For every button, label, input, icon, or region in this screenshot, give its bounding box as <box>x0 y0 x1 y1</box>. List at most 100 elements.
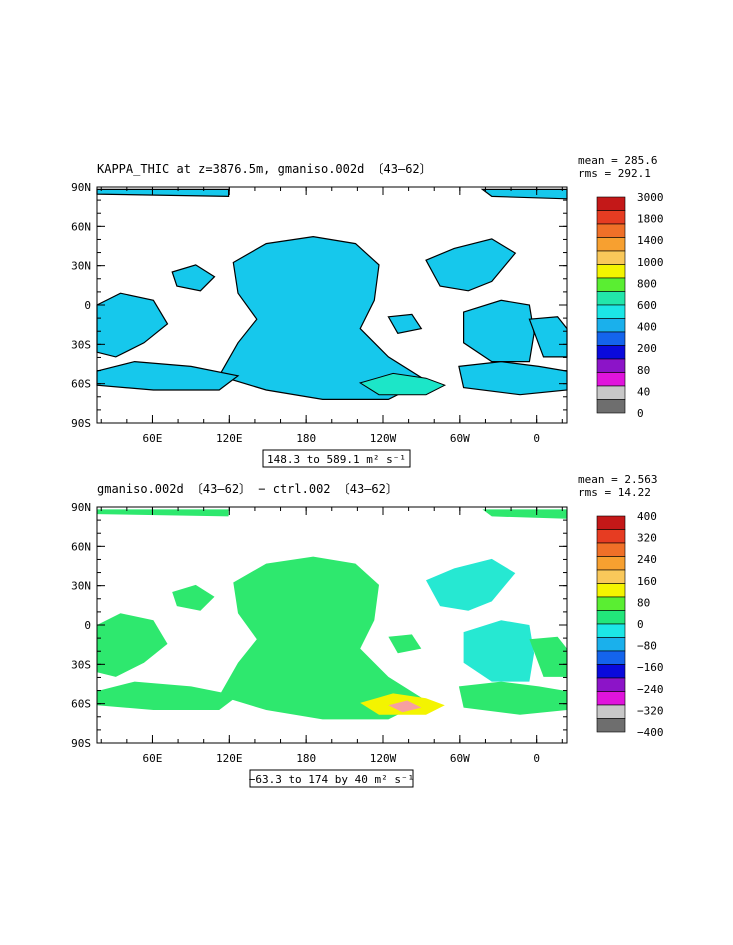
panel-2-range-label: −63.3 to 174 by 40 m² s⁻¹ <box>249 773 415 786</box>
colorbar-swatch <box>596 718 626 733</box>
colorbar-swatch <box>596 569 626 584</box>
colorbar-label: 400 <box>637 321 657 334</box>
panel-2-anomaly-core <box>388 700 422 713</box>
lon-label: 180 <box>296 752 316 765</box>
colorbar-label: 1000 <box>637 256 664 269</box>
panel-1-ocean-region <box>463 299 535 363</box>
colorbar-swatch <box>596 556 626 571</box>
colorbar-swatch <box>596 542 626 557</box>
lat-label: 90N <box>71 501 91 514</box>
panel-2-ocean-region <box>529 636 567 677</box>
colorbar-label: 240 <box>637 553 657 566</box>
panel-1-rms: rms = 292.1 <box>578 167 651 180</box>
lat-label: 0 <box>84 619 91 632</box>
colorbar-swatch <box>596 385 626 400</box>
colorbar-swatch <box>596 704 626 719</box>
colorbar-label: 0 <box>637 618 644 631</box>
lon-label: 0 <box>533 432 540 445</box>
colorbar-swatch <box>596 529 626 544</box>
colorbar-swatch <box>596 372 626 387</box>
lon-label: 120E <box>216 752 243 765</box>
panel-1-ocean-region <box>425 238 517 292</box>
lat-label: 30N <box>71 260 91 273</box>
lat-label: 30S <box>71 338 91 351</box>
panel-2-ocean-region <box>97 613 168 677</box>
panel-2-ocean-region <box>388 634 422 654</box>
panel-2-ocean-region <box>482 509 567 519</box>
colorbar-swatch <box>596 358 626 373</box>
lat-label: 60N <box>71 220 91 233</box>
colorbar-label: −320 <box>637 704 664 717</box>
panel-2-ocean-region <box>97 681 238 710</box>
colorbar-swatch <box>596 237 626 252</box>
colorbar-swatch <box>596 664 626 679</box>
lat-label: 90S <box>71 417 91 430</box>
lat-label: 60S <box>71 378 91 391</box>
colorbar-swatch <box>596 677 626 692</box>
panel-1-range-box <box>262 449 411 468</box>
lat-label: 90N <box>71 181 91 194</box>
lon-label: 60W <box>450 432 470 445</box>
colorbar-label: 600 <box>637 299 657 312</box>
panel-2-rms: rms = 14.22 <box>578 486 651 499</box>
colorbar-swatch <box>596 264 626 279</box>
panel-1-ocean-region <box>480 188 568 200</box>
panel-1-anomaly-region <box>358 372 447 396</box>
lon-label: 120W <box>370 432 397 445</box>
panel-1-ocean-region <box>96 292 169 358</box>
colorbar-label: 80 <box>637 596 650 609</box>
panel-1-ocean-region <box>96 188 230 198</box>
colorbar-swatch <box>596 291 626 306</box>
lat-label: 60S <box>71 698 91 711</box>
lat-label: 30S <box>71 658 91 671</box>
colorbar-label: 0 <box>637 407 644 420</box>
panel-2-ocean-region <box>97 509 229 517</box>
panel-1-ocean-region <box>387 313 423 334</box>
colorbar-swatch <box>596 637 626 652</box>
lon-label: 120E <box>216 432 243 445</box>
panel-1-ocean-region <box>528 316 568 358</box>
colorbar-label: 200 <box>637 342 657 355</box>
colorbar-label: −400 <box>637 726 664 739</box>
colorbar-swatch <box>596 596 626 611</box>
colorbar-swatch <box>596 399 626 414</box>
colorbar-swatch <box>596 318 626 333</box>
colorbar-label: 160 <box>637 575 657 588</box>
lat-label: 60N <box>71 540 91 553</box>
lon-label: 180 <box>296 432 316 445</box>
colorbar-label: 1800 <box>637 213 664 226</box>
colorbar-label: −80 <box>637 640 657 653</box>
panel-1-mean: mean = 285.6 <box>578 154 657 167</box>
colorbar-swatch <box>596 223 626 238</box>
colorbar-label: 40 <box>637 385 650 398</box>
colorbar-label: 3000 <box>637 191 664 204</box>
colorbar-swatch <box>596 583 626 598</box>
panel-2-ocean-region <box>463 620 535 682</box>
colorbar-swatch <box>596 610 626 625</box>
lat-label: 0 <box>84 299 91 312</box>
colorbar-swatch <box>596 304 626 319</box>
colorbar-swatch <box>596 210 626 225</box>
lon-label: 60E <box>143 432 163 445</box>
panel-1-title: KAPPA_THIC at z=3876.5m, gmaniso.002d 〔4… <box>97 162 432 176</box>
colorbar-swatch <box>596 691 626 706</box>
panel-1-range-label: 148.3 to 589.1 m² s⁻¹ <box>267 453 406 466</box>
colorbar-swatch <box>596 623 626 638</box>
colorbar-swatch <box>596 196 626 211</box>
colorbar-swatch <box>596 345 626 360</box>
colorbar-label: 400 <box>637 510 657 523</box>
colorbar-label: −160 <box>637 661 664 674</box>
panel-2-title: gmaniso.002d 〔43–62〕 − ctrl.002 〔43–62〕 <box>97 482 398 496</box>
colorbar-swatch <box>596 650 626 665</box>
colorbar-label: 80 <box>637 364 650 377</box>
colorbar-swatch <box>596 515 626 530</box>
panel-1-ocean-region <box>458 360 568 396</box>
panel-2-ocean-region <box>426 558 516 611</box>
panel-1-ocean-region <box>96 360 240 391</box>
colorbar-swatch <box>596 331 626 346</box>
colorbar-label: 800 <box>637 277 657 290</box>
panel-2-ocean-region <box>458 681 567 715</box>
panel-2-range-box <box>249 769 414 788</box>
lon-label: 60W <box>450 752 470 765</box>
